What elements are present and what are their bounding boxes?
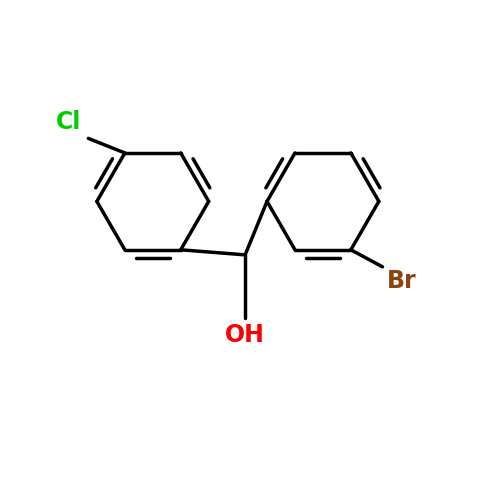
Text: Br: Br — [388, 269, 417, 293]
Text: Cl: Cl — [56, 110, 81, 134]
Text: OH: OH — [225, 323, 265, 347]
